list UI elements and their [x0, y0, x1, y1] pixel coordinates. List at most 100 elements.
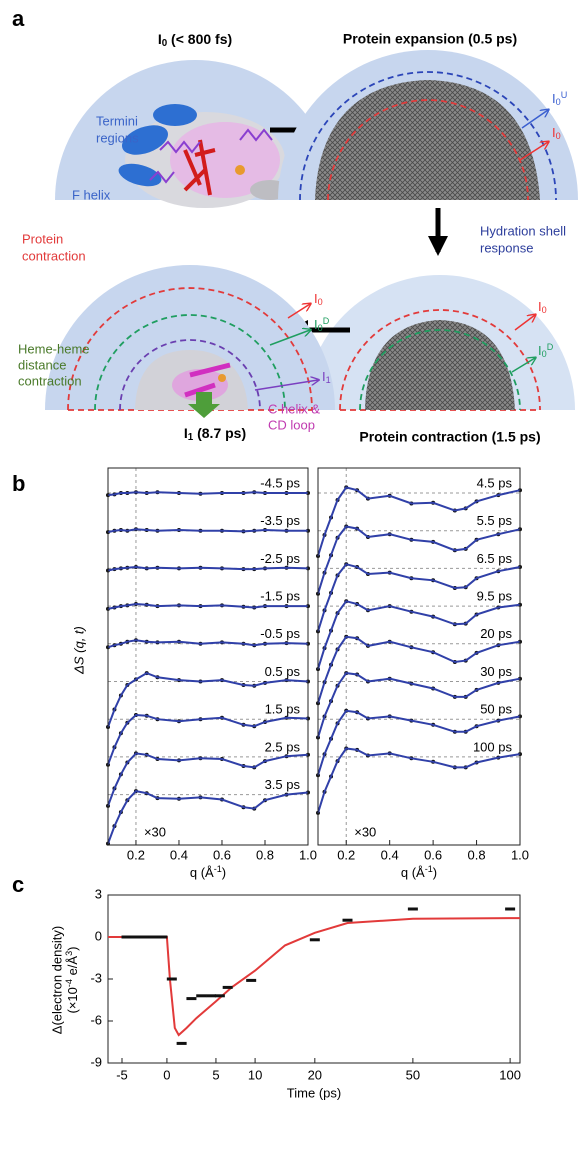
annotation: response [480, 240, 533, 255]
fit-line [107, 491, 308, 497]
annotation: C helix & [268, 401, 320, 416]
text-run: I [538, 343, 542, 358]
text-run: 0 [318, 323, 323, 333]
x-tick-label: 1.0 [511, 847, 529, 862]
protein-cartoon [118, 104, 290, 208]
text-run: 0 [556, 131, 561, 141]
text-run: 0 [318, 297, 323, 307]
y-tick-label: -3 [90, 970, 102, 985]
trace-label: 1.5 ps [265, 702, 301, 717]
trace-label: 5.5 ps [477, 513, 513, 528]
shell-label: I0 [552, 125, 561, 141]
text-run: -4 [64, 979, 74, 987]
text-run: I [314, 291, 318, 306]
shell-label: I0U [552, 90, 567, 107]
fit-line [317, 525, 521, 594]
text-run: e/Å [65, 956, 80, 979]
fit-line [107, 528, 308, 534]
y-axis-title: (×10-4 e/Å3) [64, 946, 80, 1013]
text-run: -1 [214, 864, 222, 874]
x-tick-label: 1.0 [299, 847, 317, 862]
state-title: Protein contraction (1.5 ps) [359, 429, 540, 445]
hemisphere [45, 265, 335, 410]
trace-label: 100 ps [473, 739, 513, 754]
panel-label: b [12, 471, 25, 496]
annotation: F helix [72, 187, 111, 202]
text-run: (8.7 ps) [193, 425, 246, 441]
text-run: ) [222, 865, 226, 880]
text-run: q (Å [190, 865, 214, 880]
y-tick-label: 0 [95, 928, 102, 943]
fit-line [107, 639, 309, 649]
trace-label: -4.5 ps [260, 475, 300, 490]
plot-frame [317, 467, 521, 846]
annotation: ×30 [144, 824, 166, 839]
text-run: -1 [425, 864, 433, 874]
annotation: regions [96, 130, 139, 145]
x-axis-title: q (Å-1) [190, 864, 226, 880]
shell-label: I0 [314, 291, 323, 307]
text-run: 0 [542, 349, 547, 359]
text-run: 3 [64, 951, 74, 956]
text-run: I [552, 91, 556, 106]
x-axis-title: q (Å-1) [401, 864, 437, 880]
x-tick-label: 0.8 [256, 847, 274, 862]
protein-surface [365, 320, 515, 410]
annotation: Hydration shell [480, 223, 566, 238]
text-run: (×10 [65, 987, 80, 1013]
trace-label: 2.5 ps [265, 739, 301, 754]
fit-line [107, 565, 309, 572]
annotation: contraction [22, 248, 86, 263]
x-tick-label: 0.4 [381, 847, 399, 862]
x-tick-label: 0.8 [468, 847, 486, 862]
text-run: 0 [162, 38, 168, 49]
fit-line [107, 790, 309, 844]
fit-line [107, 713, 309, 766]
annotation: Protein [22, 231, 63, 246]
y-tick-label: -6 [90, 1012, 102, 1027]
state-title: I0 (< 800 fs) [158, 31, 232, 49]
arrow [269, 330, 310, 346]
fit-line [317, 747, 521, 814]
text-run: ) [65, 946, 80, 950]
plot-frame [107, 467, 309, 846]
annotation: Heme-heme [18, 341, 90, 356]
x-tick-label: 0.2 [127, 847, 145, 862]
text-run: 1 [188, 432, 194, 443]
x-axis-title: Time (ps) [287, 1085, 341, 1100]
annotation: contraction [18, 373, 82, 388]
fit-line [107, 602, 308, 610]
shell-label: I0 [538, 299, 547, 315]
shell-boundary [67, 287, 313, 411]
fit-line [317, 600, 521, 670]
trace-label: 0.5 ps [265, 664, 301, 679]
fit-curve [108, 917, 520, 1037]
arrow [519, 142, 548, 161]
fit-line [317, 486, 521, 557]
arrow [511, 358, 535, 373]
x-tick-label: 0.6 [213, 847, 231, 862]
trace-label: -1.5 ps [260, 589, 300, 604]
text-run: 1 [326, 375, 331, 385]
text-run: q (Å [401, 865, 425, 880]
y-axis-title: Δ(electron density) [49, 926, 64, 1034]
text-run: D [547, 342, 554, 352]
y-tick-label: 3 [95, 886, 102, 901]
text-run: ) [433, 865, 437, 880]
text-run: I [184, 425, 188, 441]
trace-label: 20 ps [480, 626, 512, 641]
x-tick-label: 50 [406, 1067, 420, 1082]
arrow [254, 380, 318, 391]
arrow [521, 110, 548, 129]
annotation: Termini [96, 113, 138, 128]
arrow [287, 304, 310, 319]
trace-label: 4.5 ps [477, 475, 513, 490]
fit-line [107, 752, 309, 807]
trace-label: 30 ps [480, 664, 512, 679]
x-tick-label: 5 [212, 1067, 219, 1082]
y-tick-label: -9 [90, 1054, 102, 1069]
trace-label: 6.5 ps [477, 551, 513, 566]
panel-label: a [12, 6, 25, 31]
